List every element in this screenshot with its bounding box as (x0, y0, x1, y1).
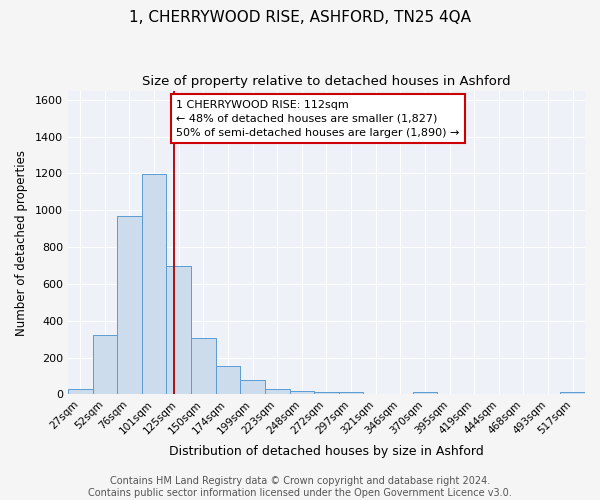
Bar (314, 392, 339, 394)
Bar (339, 392, 364, 394)
Bar (240, 380, 265, 394)
Bar (142, 174, 166, 394)
Y-axis label: Number of detached properties: Number of detached properties (15, 150, 28, 336)
Bar (265, 390, 290, 394)
Bar (215, 366, 240, 394)
Text: 1, CHERRYWOOD RISE, ASHFORD, TN25 4QA: 1, CHERRYWOOD RISE, ASHFORD, TN25 4QA (129, 10, 471, 25)
X-axis label: Distribution of detached houses by size in Ashford: Distribution of detached houses by size … (169, 444, 484, 458)
Bar (117, 216, 142, 394)
Bar (560, 392, 585, 394)
Bar (290, 391, 314, 394)
Bar (191, 338, 215, 394)
Title: Size of property relative to detached houses in Ashford: Size of property relative to detached ho… (142, 75, 511, 88)
Text: Contains HM Land Registry data © Crown copyright and database right 2024.
Contai: Contains HM Land Registry data © Crown c… (88, 476, 512, 498)
Bar (166, 266, 191, 394)
Bar (68, 389, 92, 394)
Text: 1 CHERRYWOOD RISE: 112sqm
← 48% of detached houses are smaller (1,827)
50% of se: 1 CHERRYWOOD RISE: 112sqm ← 48% of detac… (176, 100, 460, 138)
Bar (92, 334, 117, 394)
Bar (413, 392, 437, 394)
